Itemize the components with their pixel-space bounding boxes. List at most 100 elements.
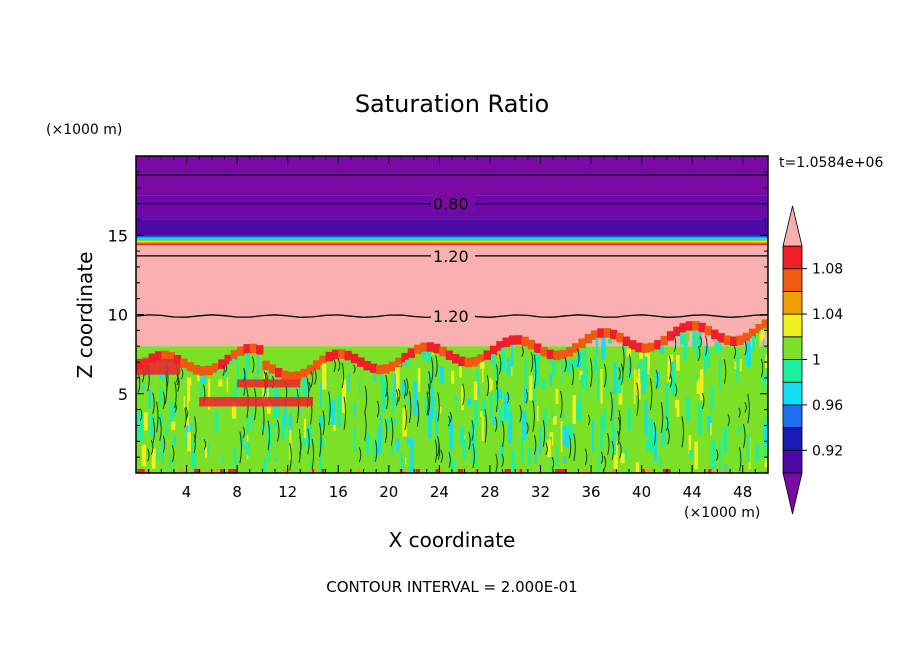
texture-cell [437,419,442,441]
texture-cell [739,359,742,372]
texture-cell [650,418,654,451]
texture-cell [440,366,445,384]
texture-cell [613,340,615,343]
transition-stripe [136,236,768,238]
texture-contour [150,440,154,455]
boundary-cell [407,348,416,358]
texture-cell [522,346,526,372]
surface-cell [645,469,654,473]
texture-contour [519,405,522,423]
colorbar-tick-label: 0.96 [812,398,843,414]
y-tick-label: 10 [108,306,128,325]
texture-contour [674,383,678,397]
x-tick-label: 40 [632,483,651,501]
texture-cell [175,404,179,432]
texture-cell [141,444,147,467]
texture-cell [525,416,529,445]
texture-cell [490,379,493,391]
surface-cell [435,469,439,473]
texture-cell [450,370,455,384]
boundary-cell [755,323,763,334]
texture-cell [667,445,671,459]
texture-cell [560,421,563,453]
texture-contour [568,435,572,459]
texture-cell [373,374,376,382]
texture-cell [251,364,254,392]
texture-contour [427,383,431,416]
intrusion-cell [237,379,301,388]
texture-contour [551,457,555,470]
texture-cell [561,358,563,369]
texture-cell [430,385,434,420]
texture-cell [474,400,476,423]
texture-cell [432,395,436,407]
texture-cell [245,441,250,456]
texture-cell [531,405,536,417]
texture-cell [685,397,690,421]
boundary-cell [230,350,239,360]
texture-cell [261,423,265,432]
x-tick-label: 28 [480,483,499,501]
texture-cell [653,429,657,462]
boundary-cell [736,335,744,346]
x-tick-label: 36 [581,483,600,501]
texture-contour [448,452,451,468]
texture-contour [184,407,187,428]
y-axis-label: Z coordinate [73,252,97,379]
texture-cell [727,408,733,443]
texture-cell [638,352,643,378]
texture-cell [303,418,307,438]
texture-cell [218,379,223,387]
texture-contour [611,440,615,460]
surface-cell [179,469,184,473]
surface-cell [220,469,225,473]
texture-cell [436,354,440,365]
texture-cell [738,452,741,464]
texture-cell [347,373,350,393]
texture-cell [620,453,625,464]
boundary-cell [730,336,738,347]
boundary-cell [395,357,403,368]
texture-contour [471,420,474,441]
texture-contour [533,434,537,455]
texture-contour [584,448,588,466]
texture-cell [755,332,760,355]
surface-cell [212,469,221,473]
colorbar-tick-label: 1.04 [812,307,843,323]
texture-contour [484,409,488,443]
boundary-cell [382,364,390,374]
texture-cell [527,372,531,382]
texture-cell [607,338,613,344]
texture-cell [635,462,640,472]
texture-cell [187,455,191,463]
texture-cell [544,408,547,443]
texture-cell [209,425,213,433]
texture-cell [237,355,239,384]
texture-cell [189,418,193,443]
texture-cell [257,354,259,375]
texture-cell [491,354,496,365]
texture-cell [594,370,598,400]
boundary-cell [281,370,289,381]
texture-contour [617,430,620,446]
texture-cell [755,443,760,461]
boundary-cell [591,330,599,340]
texture-cell [482,397,486,417]
surface-cell [457,469,464,473]
texture-cell [549,374,553,386]
boundary-cell [553,350,561,361]
texture-cell [696,374,699,382]
boundary-cell [723,335,732,346]
texture-cell [754,344,759,356]
texture-cell [392,418,397,425]
texture-cell [515,374,519,400]
texture-cell [157,449,160,461]
texture-cell [476,370,479,392]
texture-contour [243,367,246,381]
texture-contour [577,348,580,367]
texture-cell [480,411,484,442]
texture-contour [705,335,708,356]
boundary-cell [388,361,397,372]
texture-contour [430,356,434,383]
surface-cell [474,469,479,473]
